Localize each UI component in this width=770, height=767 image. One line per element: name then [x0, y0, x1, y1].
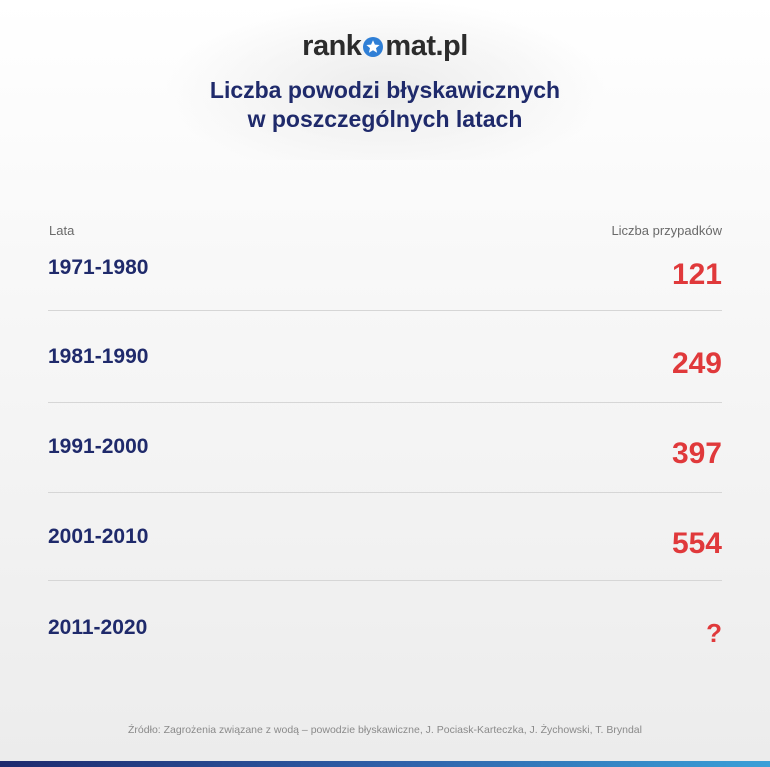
row-count-value: 249 [671, 347, 722, 380]
bottom-gradient-bar [0, 761, 770, 767]
table-row: 1991-2000 397 [48, 435, 722, 526]
table-row: 2011-2020 ? [48, 616, 722, 707]
logo-text-right: mat.pl [385, 30, 468, 62]
column-header-count: Liczba przypadków [611, 223, 722, 238]
row-divider [48, 310, 722, 311]
logo-text-left: rank [302, 30, 362, 62]
table-row: 1971-1980 121 [48, 256, 722, 347]
row-count-value: 397 [671, 437, 722, 470]
row-divider [48, 492, 722, 493]
row-period-label: 2001-2010 [48, 525, 149, 548]
title-line-1: Liczba powodzi błyskawicznych [209, 77, 561, 103]
row-period-label: 1981-1990 [48, 345, 149, 368]
row-period-label: 2011-2020 [48, 616, 148, 639]
row-count-value: ? [706, 618, 722, 648]
column-header-years: Lata [49, 223, 75, 238]
table-row: 1981-1990 249 [48, 345, 722, 436]
row-period-label: 1971-1980 [48, 256, 149, 279]
brand-logo[interactable]: rank mat.pl [0, 30, 770, 66]
star-in-circle-icon [362, 33, 384, 66]
row-count-value: 121 [671, 258, 722, 291]
header-background [0, 0, 770, 160]
row-count-value: 554 [671, 527, 722, 560]
chart-title: Liczba powodzi błyskawicznych w poszczeg… [0, 76, 770, 134]
row-period-label: 1991-2000 [48, 435, 149, 458]
title-line-2: w poszczególnych latach [247, 106, 523, 132]
table-row: 2001-2010 554 [48, 525, 722, 616]
source-note: Źródło: Zagrożenia związane z wodą – pow… [128, 724, 642, 736]
row-divider [48, 402, 722, 403]
row-divider [48, 580, 722, 581]
